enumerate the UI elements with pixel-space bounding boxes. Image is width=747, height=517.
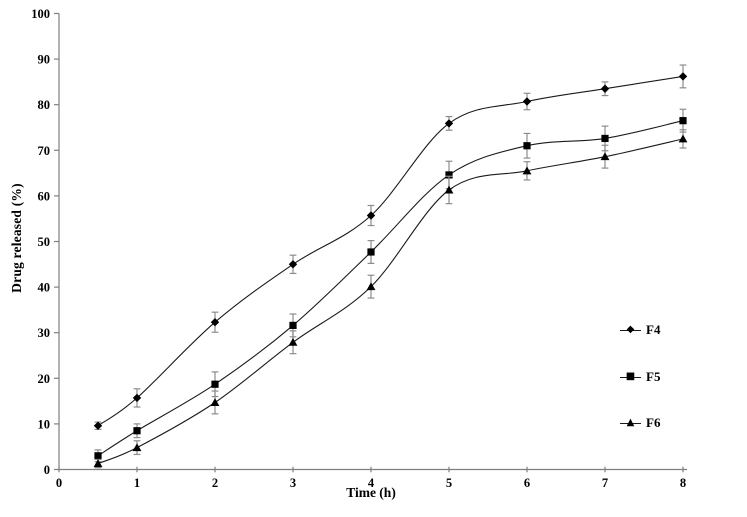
series-F5-line (97, 120, 684, 457)
y-tick-label: 40 (38, 281, 51, 295)
y-tick-label: 20 (38, 372, 51, 386)
y-tick-label: 90 (38, 53, 51, 67)
square-marker-icon: ■ (620, 370, 641, 384)
diamond-marker (444, 119, 454, 128)
triangle-glyph: ▲ (626, 417, 635, 428)
legend-label-f4: F4 (646, 322, 661, 337)
triangle-marker (522, 166, 532, 175)
square-marker (601, 134, 609, 143)
triangle-marker (132, 443, 142, 452)
triangle-marker (210, 398, 220, 406)
y-tick-label: 80 (38, 98, 51, 112)
square-marker (445, 171, 453, 179)
x-tick-label: 8 (680, 476, 686, 490)
y-tick-label: 100 (31, 7, 50, 21)
square-marker (289, 321, 297, 330)
x-tick-label: 2 (212, 476, 218, 490)
x-axis-title: Time (h) (346, 485, 396, 500)
diamond-marker (366, 211, 376, 220)
triangle-marker-icon: ▲ (620, 416, 641, 430)
y-tick-label: 0 (44, 463, 50, 477)
legend-item-f6: ▲ F6 (620, 415, 660, 431)
series-F4-line (97, 75, 684, 427)
legend-item-f5: ■ F5 (620, 369, 660, 385)
x-tick-label: 6 (524, 476, 530, 490)
square-marker (679, 117, 687, 125)
y-tick-label: 60 (38, 189, 51, 203)
triangle-marker (600, 152, 610, 161)
legend-item-f4: ◆ F4 (620, 322, 660, 338)
triangle-marker (93, 459, 103, 468)
triangle-marker (444, 185, 454, 194)
diamond-marker (93, 421, 103, 430)
diamond-marker-icon: ◆ (620, 323, 641, 337)
square-glyph: ■ (625, 371, 636, 382)
diamond-glyph: ◆ (626, 324, 635, 335)
x-tick-label: 0 (56, 476, 62, 490)
series-F4 (93, 64, 688, 430)
triangle-marker (366, 282, 376, 291)
x-tick-label: 1 (134, 476, 140, 490)
legend: ◆ F4 ■ F5 ▲ F6 (620, 0, 730, 460)
square-marker (133, 427, 141, 435)
y-tick-label: 30 (38, 326, 51, 340)
square-marker (367, 248, 375, 256)
series-F5 (94, 108, 687, 463)
x-tick-label: 7 (602, 476, 608, 490)
legend-label-f6: F6 (646, 415, 661, 430)
y-tick-label: 70 (38, 144, 51, 158)
square-marker (211, 380, 219, 388)
legend-label-f5: F5 (646, 369, 661, 384)
y-axis-title: Drug released (%) (9, 183, 24, 293)
triangle-marker (288, 337, 298, 346)
diamond-marker (522, 97, 532, 106)
diamond-marker (132, 393, 142, 403)
diamond-marker (210, 318, 220, 327)
x-tick-label: 4 (368, 476, 375, 490)
x-tick-label: 5 (446, 476, 452, 490)
series-F6 (93, 129, 688, 469)
diamond-marker (600, 84, 610, 93)
square-marker (94, 452, 102, 460)
square-marker (523, 142, 531, 150)
diamond-marker (288, 260, 298, 269)
diamond-marker (678, 72, 688, 81)
y-tick-label: 10 (38, 417, 51, 431)
x-tick-label: 3 (290, 476, 296, 490)
triangle-marker (678, 134, 688, 143)
series-F6-line (97, 138, 684, 465)
y-tick-label: 50 (38, 235, 51, 249)
